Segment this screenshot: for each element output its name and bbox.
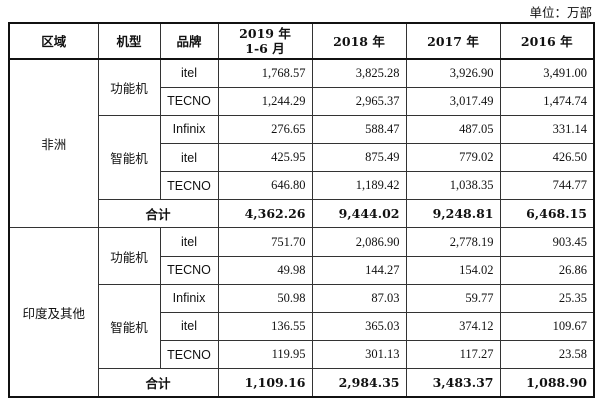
sales-table: 区域 机型 品牌 2019 年 1-6 月 2018 年 2017 年 2016…	[8, 22, 595, 398]
value-2017: 3,017.49	[405, 86, 501, 116]
total-2016: 1,088.90	[499, 368, 595, 398]
type-cell: 功能机	[97, 58, 161, 116]
brand-cell: TECNO	[159, 86, 219, 116]
value-2018: 2,086.90	[311, 227, 407, 257]
header-brand: 品牌	[159, 22, 219, 60]
header-2016: 2016 年	[499, 22, 595, 60]
header-type: 机型	[97, 22, 161, 60]
total-2016: 6,468.15	[499, 199, 595, 229]
value-2017: 487.05	[405, 114, 501, 144]
brand-cell: itel	[159, 58, 219, 88]
value-2018: 2,965.37	[311, 86, 407, 116]
type-cell: 智能机	[97, 114, 161, 201]
value-2018: 875.49	[311, 142, 407, 173]
header-region: 区域	[8, 22, 99, 60]
value-2019: 1,244.29	[217, 86, 313, 116]
value-2018: 365.03	[311, 311, 407, 342]
value-2019: 1,768.57	[217, 58, 313, 88]
total-row: 合计 1,109.16 2,984.35 3,483.37 1,088.90	[9, 368, 595, 398]
brand-cell: Infinix	[159, 283, 219, 313]
unit-label: 单位：万部	[529, 5, 592, 20]
brand-cell: Infinix	[159, 114, 219, 144]
header-2017: 2017 年	[405, 22, 501, 60]
value-2016: 426.50	[499, 142, 595, 173]
value-2019: 49.98	[217, 255, 313, 285]
table-row: 非洲 功能机 itel 1,768.57 3,825.28 3,926.90 3…	[8, 58, 595, 229]
total-label: 合计	[97, 368, 219, 398]
table-row: 印度及其他 功能机 itel 751.70 2,086.90 2,778.19 …	[8, 227, 595, 398]
value-2017: 59.77	[405, 283, 501, 313]
value-2016: 744.77	[499, 171, 595, 201]
value-2018: 3,825.28	[311, 58, 407, 88]
value-2019: 646.80	[217, 171, 313, 201]
value-2019: 136.55	[217, 311, 313, 342]
value-2017: 154.02	[405, 255, 501, 285]
value-2016: 1,474.74	[499, 86, 595, 116]
value-2017: 1,038.35	[405, 171, 501, 201]
brand-cell: itel	[159, 142, 219, 173]
brand-cell: TECNO	[159, 255, 219, 285]
value-2019: 276.65	[217, 114, 313, 144]
type-cell: 智能机	[97, 283, 161, 370]
value-2018: 301.13	[311, 340, 407, 370]
total-2019: 1,109.16	[217, 368, 313, 398]
value-2018: 588.47	[311, 114, 407, 144]
total-2019: 4,362.26	[217, 199, 313, 229]
table-row: TECNO 49.98 144.27 154.02 26.86	[9, 255, 595, 285]
type-cell: 功能机	[97, 227, 161, 285]
header-2019-period: 1-6 月	[245, 41, 285, 56]
value-2019: 50.98	[217, 283, 313, 313]
value-2018: 87.03	[311, 283, 407, 313]
value-2017: 3,926.90	[405, 58, 501, 88]
region-cell: 印度及其他	[8, 227, 99, 398]
total-row: 合计 4,362.26 9,444.02 9,248.81 6,468.15	[9, 199, 595, 229]
header-2018: 2018 年	[311, 22, 407, 60]
value-2017: 779.02	[405, 142, 501, 173]
value-2019: 751.70	[217, 227, 313, 257]
value-2016: 109.67	[499, 311, 595, 342]
table-row: itel 425.95 875.49 779.02 426.50	[9, 142, 595, 173]
total-2017: 9,248.81	[405, 199, 501, 229]
region-cell: 非洲	[8, 58, 99, 229]
value-2017: 374.12	[405, 311, 501, 342]
value-2016: 25.35	[499, 283, 595, 313]
value-2016: 26.86	[499, 255, 595, 285]
total-2018: 2,984.35	[311, 368, 407, 398]
value-2016: 3,491.00	[499, 58, 595, 88]
value-2016: 23.58	[499, 340, 595, 370]
total-2017: 3,483.37	[405, 368, 501, 398]
total-2018: 9,444.02	[311, 199, 407, 229]
brand-cell: TECNO	[159, 171, 219, 201]
header-row: 区域 机型 品牌 2019 年 1-6 月 2018 年 2017 年 2016…	[8, 22, 595, 60]
table-row: TECNO 119.95 301.13 117.27 23.58	[9, 340, 595, 370]
total-label: 合计	[97, 199, 219, 229]
value-2019: 119.95	[217, 340, 313, 370]
brand-cell: itel	[159, 311, 219, 342]
header-2019: 2019 年 1-6 月	[217, 22, 313, 60]
value-2019: 425.95	[217, 142, 313, 173]
value-2018: 1,189.42	[311, 171, 407, 201]
value-2016: 331.14	[499, 114, 595, 144]
header-2019-year: 2019 年	[239, 26, 291, 41]
value-2017: 117.27	[405, 340, 501, 370]
value-2016: 903.45	[499, 227, 595, 257]
table-row: TECNO 1,244.29 2,965.37 3,017.49 1,474.7…	[9, 86, 595, 116]
brand-cell: TECNO	[159, 340, 219, 370]
table-row: TECNO 646.80 1,189.42 1,038.35 744.77	[9, 171, 595, 201]
value-2017: 2,778.19	[405, 227, 501, 257]
table-row: 智能机 Infinix 276.65 588.47 487.05 331.14	[9, 114, 595, 201]
brand-cell: itel	[159, 227, 219, 257]
value-2018: 144.27	[311, 255, 407, 285]
